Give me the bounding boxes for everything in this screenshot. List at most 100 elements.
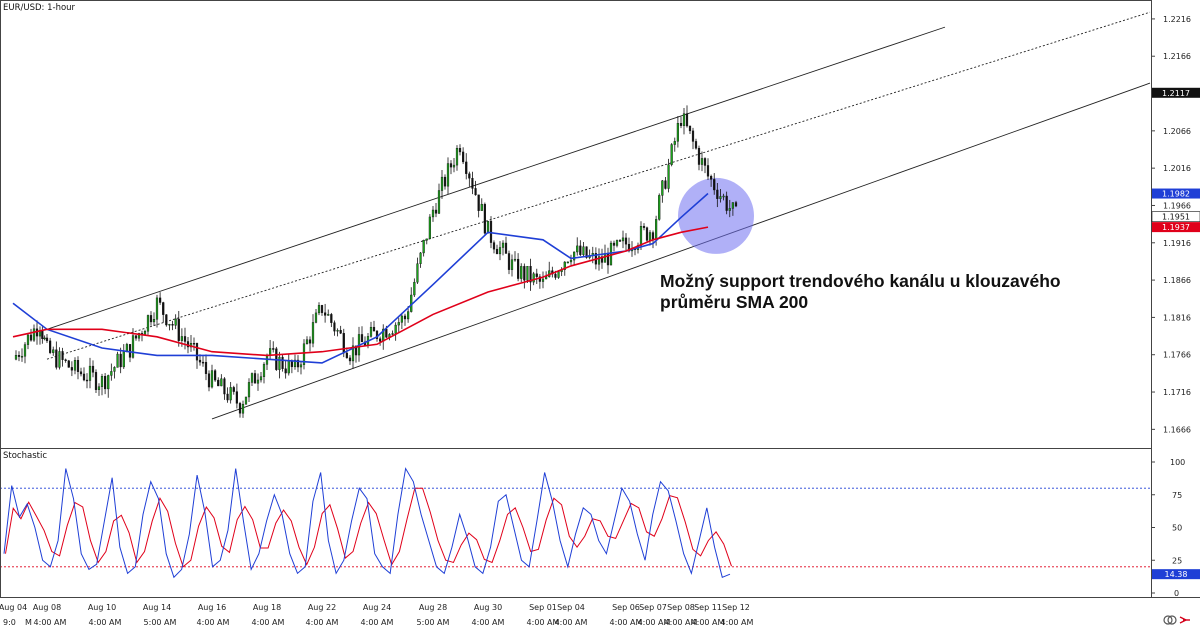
x-time-label: 4:00 AM [665, 618, 698, 627]
candle-body [369, 326, 373, 337]
candle-body [440, 176, 444, 191]
x-time-label: 4:00 AM [197, 618, 230, 627]
link-icon[interactable] [1163, 615, 1177, 625]
candle-body [333, 322, 336, 332]
candle-body [449, 163, 453, 168]
candle-body [667, 164, 670, 189]
candle-body [597, 256, 601, 265]
candle-body [180, 336, 183, 341]
price-tag-box [1152, 222, 1200, 233]
candle-body [327, 314, 330, 316]
candle-body [507, 253, 511, 270]
candle-body [679, 123, 683, 126]
candle-body [645, 227, 649, 241]
price-tick-label: 1.1866 [1163, 276, 1191, 285]
candle-body [573, 251, 576, 261]
candle-body [621, 237, 625, 242]
candle-body [673, 141, 676, 145]
candle-body [713, 179, 716, 191]
x-time-label: 9:0 [3, 618, 16, 627]
price-tick-label: 1.1766 [1163, 351, 1191, 360]
candle-body [149, 315, 153, 323]
candle-body [664, 180, 667, 189]
candle-body [554, 273, 557, 278]
price-tag-label: 1.1982 [1162, 190, 1190, 199]
x-time-label: M [25, 618, 32, 627]
trend-channel-middle [46, 11, 1151, 360]
x-time-label: 4:00 AM [721, 618, 754, 627]
candle-body [474, 188, 477, 196]
candle-body [342, 333, 345, 354]
candle-body [314, 312, 318, 323]
candle-body [582, 246, 585, 255]
x-time-label: 5:00 AM [144, 618, 177, 627]
candle-body [330, 314, 333, 323]
candle-body [354, 345, 358, 356]
candle-body [563, 261, 566, 270]
candle-body [229, 387, 232, 401]
candle-body [520, 266, 523, 279]
candle-body [655, 219, 658, 240]
candle-body [612, 242, 616, 246]
stochastic-value-label: 14.38 [1165, 570, 1188, 579]
candle-body [119, 353, 122, 368]
candle-body [372, 326, 376, 332]
candle-body [517, 258, 520, 279]
candle-body [706, 165, 710, 177]
candle-body [253, 373, 257, 384]
price-tick-label: 1.1966 [1163, 201, 1191, 210]
price-tag-label: 1.2117 [1162, 89, 1190, 98]
candle-body [88, 365, 92, 381]
candle-body [278, 356, 281, 370]
price-tick-label: 1.2016 [1163, 164, 1191, 173]
candle-body [247, 382, 251, 398]
x-date-label: Aug 08 [33, 603, 61, 612]
candle-body [413, 281, 416, 296]
candle-body [58, 351, 61, 368]
stochastic-tick-label: 25 [1172, 556, 1182, 565]
candle-body [159, 297, 162, 303]
candle-body [513, 258, 517, 261]
candle-body [94, 372, 98, 390]
candle-body [165, 314, 168, 326]
candle-body [26, 334, 30, 345]
candle-body [195, 343, 199, 361]
price-tick-label: 1.1716 [1163, 388, 1191, 397]
candle-body [302, 343, 306, 365]
candle-body [734, 202, 738, 207]
candle-body [419, 252, 422, 264]
candle-body [480, 203, 483, 211]
x-time-label: 4:00 AM [89, 618, 122, 627]
candle-body [407, 311, 410, 320]
candle-body [198, 359, 202, 363]
candle-body [719, 196, 722, 199]
candle-body [110, 371, 113, 376]
candle-body [152, 319, 156, 323]
x-time-label: 5:00 AM [417, 618, 450, 627]
candle-body [296, 359, 300, 368]
x-date-label: Aug 30 [474, 603, 502, 612]
candle-body [691, 130, 695, 142]
x-date-label: Sep 06 [612, 603, 640, 612]
candle-body [648, 232, 652, 241]
arrows-icon[interactable] [1179, 616, 1190, 624]
stochastic-tick-label: 75 [1172, 491, 1182, 500]
candle-body [204, 362, 208, 374]
candle-body [73, 360, 77, 371]
x-date-label: Sep 12 [722, 603, 750, 612]
candle-body [731, 202, 734, 209]
candle-body [458, 148, 462, 153]
candle-body [422, 240, 425, 254]
x-date-label: Sep 04 [557, 603, 585, 612]
candle-body [244, 396, 248, 405]
annotation-line-1: Možný support trendového kanálu u klouza… [660, 271, 1061, 291]
candle-body [116, 353, 119, 368]
candle-body [137, 333, 141, 339]
candle-body [143, 331, 147, 335]
candle-body [603, 253, 607, 263]
candle-body [682, 113, 686, 126]
candle-body [688, 125, 692, 132]
candle-body [23, 344, 27, 357]
candle-body [192, 343, 196, 345]
candle-body [431, 209, 435, 218]
